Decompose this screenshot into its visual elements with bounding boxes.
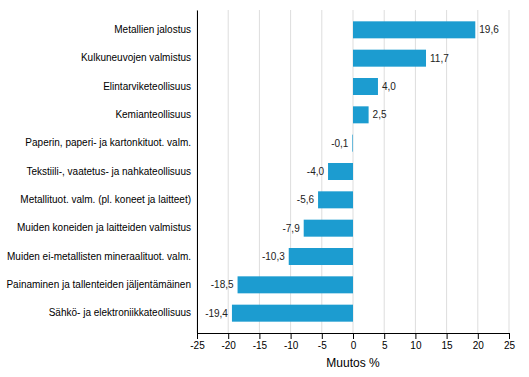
x-tick-mark (478, 333, 479, 339)
x-tick-mark (259, 333, 260, 339)
data-label: -7,9 (282, 223, 300, 234)
x-tick-label: -25 (190, 340, 205, 351)
grid (197, 10, 509, 333)
grid-line (509, 10, 510, 333)
bar (328, 163, 353, 180)
y-tick-label: Painaminen ja tallenteiden jäljentämäine… (6, 279, 191, 290)
x-tick-label: 20 (473, 340, 485, 351)
bar (353, 78, 378, 95)
x-tick-label: -15 (253, 340, 268, 351)
data-label: -0,1 (331, 138, 349, 149)
data-label: -18,5 (211, 279, 234, 290)
bar (238, 276, 353, 293)
x-tick-label: 25 (504, 340, 516, 351)
y-tick: Metallien jalostus (114, 24, 191, 35)
y-axis-line (197, 11, 198, 334)
data-label: 19,6 (479, 24, 499, 35)
data-label: -5,6 (297, 194, 315, 205)
data-label: -19,4 (205, 308, 228, 319)
y-tick-label: Muiden ei-metallisten mineraalituot. val… (7, 251, 191, 262)
x-axis-line (198, 334, 510, 340)
bar (353, 106, 369, 123)
x-tick: -25 (190, 333, 205, 351)
bars (232, 21, 475, 321)
data-label: -4,0 (307, 166, 325, 177)
y-tick-label: Kemianteollisuus (115, 109, 191, 120)
plot: -25 -20 -15 -10 -5 0 5 10 15 20 25 Sähkö- ja elektr… (6, 10, 515, 370)
bar (232, 305, 353, 322)
x-tick-label: 15 (442, 340, 454, 351)
y-tick-label: Tekstiili-, vaatetus- ja nahkateollisuus (26, 166, 191, 177)
x-tick: -15 (253, 333, 268, 351)
bar (318, 191, 353, 208)
x-tick: -20 (221, 333, 236, 351)
x-tick: 25 (504, 333, 516, 351)
x-axis-title: Muutos % (326, 356, 380, 370)
x-tick-label: -10 (284, 340, 299, 351)
grid-line (477, 10, 478, 333)
data-label: -10,3 (262, 251, 285, 262)
y-tick: Tekstiili-, vaatetus- ja nahkateollisuus (26, 166, 191, 177)
y-tick-label: Metallituot. valm. (pl. koneet ja laitte… (20, 194, 191, 205)
x-tick: 15 (442, 333, 454, 351)
y-tick: Metallituot. valm. (pl. koneet ja laitte… (20, 194, 191, 205)
x-tick: 0 (351, 333, 357, 351)
y-tick-label: Metallien jalostus (114, 24, 191, 35)
x-tick-mark (415, 333, 416, 339)
x-tick: -10 (284, 333, 299, 351)
x-tick-label: -5 (318, 340, 327, 351)
y-tick-label: Muiden koneiden ja laitteiden valmistus (17, 222, 191, 233)
data-label: 2,5 (373, 109, 387, 120)
x-axis: -25 -20 -15 -10 -5 0 5 10 15 20 25 (190, 333, 515, 351)
x-tick: 10 (410, 333, 422, 351)
y-tick: Sähkö- ja elektroniikkateollisuus (49, 307, 191, 318)
bar (289, 248, 353, 265)
data-label: 4,0 (382, 81, 396, 92)
x-tick-mark (291, 333, 292, 339)
x-tick-mark (447, 333, 448, 339)
x-tick: -5 (318, 333, 327, 351)
bar (304, 220, 353, 237)
x-tick-label: 0 (351, 340, 357, 351)
chart: -25 -20 -15 -10 -5 0 5 10 15 20 25 Sähkö- ja elektr… (0, 0, 529, 377)
y-tick: Painaminen ja tallenteiden jäljentämäine… (6, 279, 191, 290)
y-axis: Sähkö- ja elektroniikkateollisuus Painami… (6, 11, 197, 334)
y-tick: Paperin, paperi- ja kartonkituot. valm. (25, 137, 191, 148)
y-tick: Kemianteollisuus (115, 109, 191, 120)
x-tick-mark (353, 333, 354, 339)
data-labels: -19,4 -18,5 -10,3 -7,9 -5,6 -4,0 -0,1 2,5 4,0 11,… (205, 24, 499, 318)
x-tick-mark (322, 333, 323, 339)
bar (352, 135, 354, 152)
data-label: 11,7 (430, 53, 449, 64)
y-tick: Elintarviketeollisuus (103, 81, 191, 92)
y-tick-label: Paperin, paperi- ja kartonkituot. valm. (25, 137, 191, 148)
x-tick-label: -20 (221, 340, 236, 351)
y-tick-label: Elintarviketeollisuus (103, 81, 191, 92)
bar (353, 21, 475, 38)
x-tick-label: 10 (410, 340, 422, 351)
x-tick-label: 5 (382, 340, 388, 351)
y-tick-label: Sähkö- ja elektroniikkateollisuus (49, 307, 191, 318)
x-tick-mark (228, 333, 229, 339)
x-tick-mark (197, 333, 198, 339)
x-tick-mark (384, 333, 385, 339)
y-tick: Kulkuneuvojen valmistus (81, 52, 191, 63)
grid-line (197, 10, 198, 333)
x-tick: 20 (473, 333, 485, 351)
y-tick: Muiden ei-metallisten mineraalituot. val… (7, 251, 191, 262)
x-tick-mark (509, 333, 510, 339)
x-tick: 5 (382, 333, 388, 351)
bar (353, 50, 426, 67)
y-tick: Muiden koneiden ja laitteiden valmistus (17, 222, 191, 233)
y-tick-label: Kulkuneuvojen valmistus (81, 52, 191, 63)
